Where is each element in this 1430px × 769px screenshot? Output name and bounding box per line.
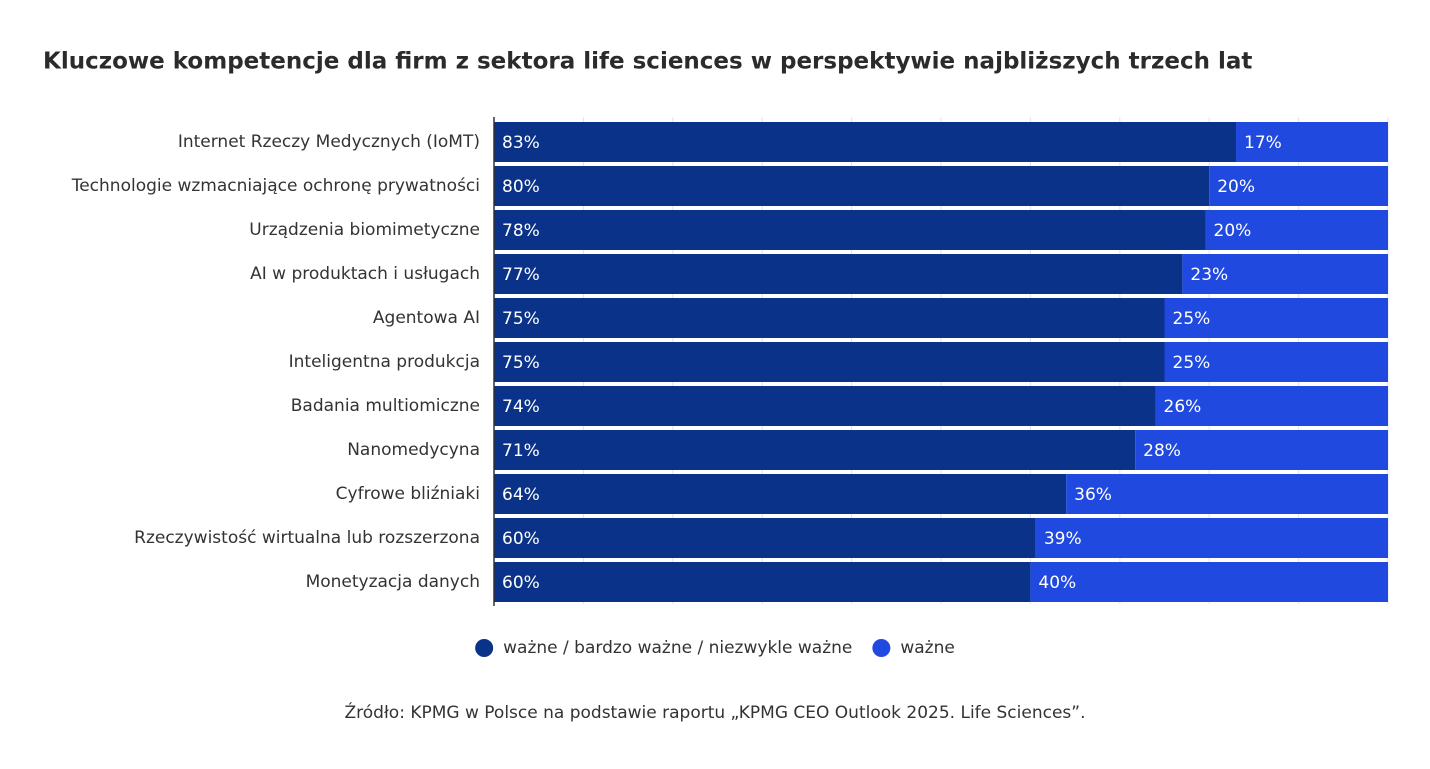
bar-segment [1030,562,1388,602]
value-label: 26% [1164,397,1202,417]
value-label: 25% [1173,309,1211,329]
bar-segment [494,254,1183,294]
y-tick-label: Nanomedycyna [347,440,480,460]
bar-segment [494,386,1156,426]
bar-segment [494,474,1067,514]
bar-segment [494,518,1036,558]
value-label: 83% [502,133,540,153]
value-label: 39% [1044,529,1082,549]
y-tick-label: Internet Rzeczy Medycznych (IoMT) [178,132,480,152]
bar-segment [494,430,1136,470]
bar-segment [494,166,1210,206]
value-label: 23% [1190,265,1228,285]
value-label: 36% [1074,485,1112,505]
y-tick-label: Rzeczywistość wirtualna lub rozszerzona [134,528,480,548]
bar-segment [494,122,1237,162]
value-label: 77% [502,265,540,285]
bar-segment [494,342,1165,382]
value-label: 74% [502,397,540,417]
value-label: 60% [502,529,540,549]
value-label: 25% [1173,353,1211,373]
value-label: 28% [1143,441,1181,461]
y-tick-label: AI w produktach i usługach [250,264,480,284]
bar-segment [494,562,1031,602]
bar-segment [1182,254,1388,294]
value-label: 75% [502,309,540,329]
legend-label: ważne [900,638,954,658]
value-label: 40% [1038,573,1076,593]
bar-segment [1164,298,1388,338]
value-label: 17% [1244,133,1282,153]
value-label: 20% [1214,221,1252,241]
y-tick-label: Badania multiomiczne [291,396,480,416]
bar-segment [1035,518,1388,558]
y-tick-label: Agentowa AI [373,308,480,328]
bar-segment [1236,122,1388,162]
legend-marker [872,639,891,657]
source-note: Źródło: KPMG w Polsce na podstawie rapor… [345,701,1086,723]
legend-label: ważne / bardzo ważne / niezwykle ważne [503,638,852,658]
value-label: 60% [502,573,540,593]
value-label: 71% [502,441,540,461]
y-tick-label: Inteligentna produkcja [289,352,480,372]
bar-segment [494,298,1165,338]
value-label: 20% [1217,177,1255,197]
chart-title: Kluczowe kompetencje dla firm z sektora … [43,49,1252,75]
y-tick-label: Cyfrowe bliźniaki [336,484,480,504]
legend-marker [475,639,494,657]
y-tick-label: Technologie wzmacniające ochronę prywatn… [71,176,480,196]
value-label: 75% [502,353,540,373]
bar-segment [1209,166,1388,206]
bar-segment [1164,342,1388,382]
y-tick-label: Monetyzacja danych [306,572,480,592]
bar-segment [1155,386,1388,426]
bar-segment [494,210,1206,250]
value-label: 78% [502,221,540,241]
value-label: 80% [502,177,540,197]
bar-segment [1135,430,1388,470]
y-tick-label: Urządzenia biomimetyczne [249,220,480,240]
bar-segment [1205,210,1388,250]
value-label: 64% [502,485,540,505]
bar-segment [1066,474,1388,514]
